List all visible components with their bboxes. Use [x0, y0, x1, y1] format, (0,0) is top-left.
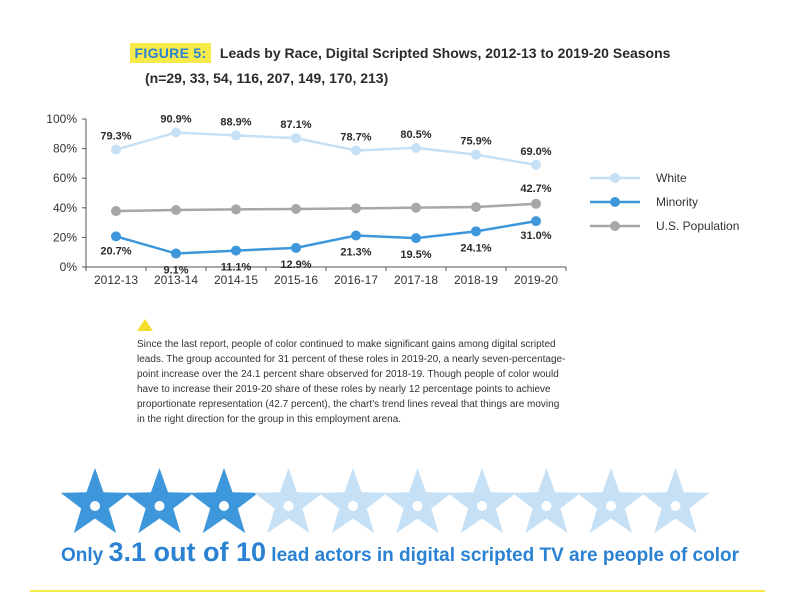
data-label: 69.0% — [520, 146, 551, 158]
tagline-number: 3.1 out of 10 — [108, 537, 267, 567]
data-point — [411, 142, 421, 153]
data-point — [291, 203, 301, 214]
series-line-minority — [115, 219, 537, 255]
legend-label: White — [656, 171, 687, 185]
x-tick-label: 2017-18 — [394, 273, 438, 287]
data-point — [171, 127, 181, 138]
star-filled-icon — [125, 468, 194, 534]
star-center-dot — [606, 501, 616, 511]
legend-label: U.S. Population — [656, 219, 739, 233]
y-tick-label: 20% — [53, 230, 77, 244]
data-point — [171, 248, 181, 259]
data-label: 78.7% — [340, 132, 371, 144]
data-point — [291, 133, 301, 144]
x-tick-label: 2013-14 — [154, 273, 198, 287]
star-center-dot — [90, 501, 100, 511]
star-center-dot — [412, 501, 423, 511]
legend-swatch-dot — [610, 221, 620, 231]
x-tick-label: 2012-13 — [94, 273, 138, 287]
data-label: 79.3% — [100, 131, 131, 143]
data-point — [471, 149, 481, 160]
star-empty-icon — [641, 468, 710, 534]
line-chart: 100% 80% 60% 40% 20% 0% 2012-13 2013-14 2014-15 2… — [46, 112, 739, 287]
star-empty-icon — [447, 468, 517, 534]
data-point — [531, 159, 541, 170]
data-label: 31.0% — [520, 230, 551, 242]
star-center-dot — [348, 501, 358, 511]
y-tick-label: 0% — [60, 260, 78, 274]
tagline: Only 3.1 out of 10 lead actors in digita… — [0, 537, 800, 568]
star-empty-icon — [512, 468, 581, 534]
x-tick-label: 2016-17 — [334, 273, 378, 287]
chart-subtitle: (n=29, 33, 54, 116, 207, 149, 170, 213) — [145, 70, 389, 86]
data-point — [231, 245, 241, 256]
divider-rule — [30, 590, 765, 592]
star-center-dot — [219, 501, 229, 511]
x-tick-label: 2019-20 — [514, 273, 558, 287]
data-point — [111, 144, 121, 155]
data-point — [531, 216, 541, 227]
data-label: 20.7% — [100, 245, 131, 257]
star-center-dot — [477, 501, 487, 511]
data-point — [111, 206, 121, 217]
data-label: 12.9% — [280, 259, 311, 271]
note-paragraph: Since the last report, people of color c… — [137, 339, 566, 425]
data-label: 75.9% — [460, 136, 491, 148]
data-label: 80.5% — [400, 129, 431, 141]
data-point — [531, 198, 541, 209]
data-label: 87.1% — [280, 119, 311, 131]
data-label: 21.3% — [340, 246, 371, 258]
star-filled-icon — [60, 468, 130, 534]
series-line-white — [115, 131, 537, 167]
data-label: 42.7% — [520, 183, 551, 195]
y-tick-label: 40% — [53, 201, 77, 215]
x-tick-label: 2018-19 — [454, 273, 498, 287]
data-point — [231, 204, 241, 215]
data-point — [171, 205, 181, 216]
triangle-icon — [137, 319, 153, 331]
star-empty-icon — [254, 468, 323, 534]
series-line-u-s-population — [115, 202, 537, 213]
data-point — [291, 242, 301, 253]
data-point — [471, 202, 481, 213]
legend-swatch-dot — [610, 173, 620, 183]
legend-swatch-dot — [610, 197, 620, 207]
figure-title-row: FIGURE 5: Leads by Race, Digital Scripte… — [0, 43, 800, 63]
star-empty-icon — [576, 468, 646, 534]
y-tick-label: 100% — [46, 112, 77, 126]
x-tick-label: 2015-16 — [274, 273, 318, 287]
data-label: 24.1% — [460, 242, 491, 254]
y-tick-label: 80% — [53, 142, 77, 156]
star-empty-icon — [318, 468, 388, 534]
data-label: 11.1% — [221, 262, 252, 274]
data-label: 90.9% — [160, 113, 191, 125]
data-label: 19.5% — [400, 249, 431, 261]
star-center-dot — [154, 501, 165, 511]
data-point — [231, 130, 241, 141]
data-point — [411, 233, 421, 244]
data-point — [411, 202, 421, 213]
data-label: 9.1% — [163, 265, 188, 277]
star-center-dot — [541, 501, 552, 511]
y-tick-label: 60% — [53, 171, 77, 185]
tagline-suffix: lead actors in digital scripted TV are p… — [266, 545, 740, 566]
data-point — [351, 203, 361, 214]
x-tick-label: 2014-15 — [214, 273, 258, 287]
data-label: 88.9% — [220, 116, 251, 128]
figure-label: FIGURE 5: — [129, 43, 212, 63]
data-point — [111, 231, 121, 242]
data-point — [471, 226, 481, 237]
data-point — [351, 230, 361, 241]
tagline-prefix: Only — [60, 545, 109, 566]
star-center-dot — [670, 501, 681, 511]
data-point — [351, 145, 361, 156]
star-rating-graphic — [60, 468, 710, 534]
chart-title: Leads by Race, Digital Scripted Shows, 2… — [219, 45, 671, 61]
star-empty-icon — [383, 468, 452, 534]
star-filled-icon — [189, 468, 259, 534]
legend-label: Minority — [656, 195, 698, 209]
star-center-dot — [283, 501, 294, 511]
